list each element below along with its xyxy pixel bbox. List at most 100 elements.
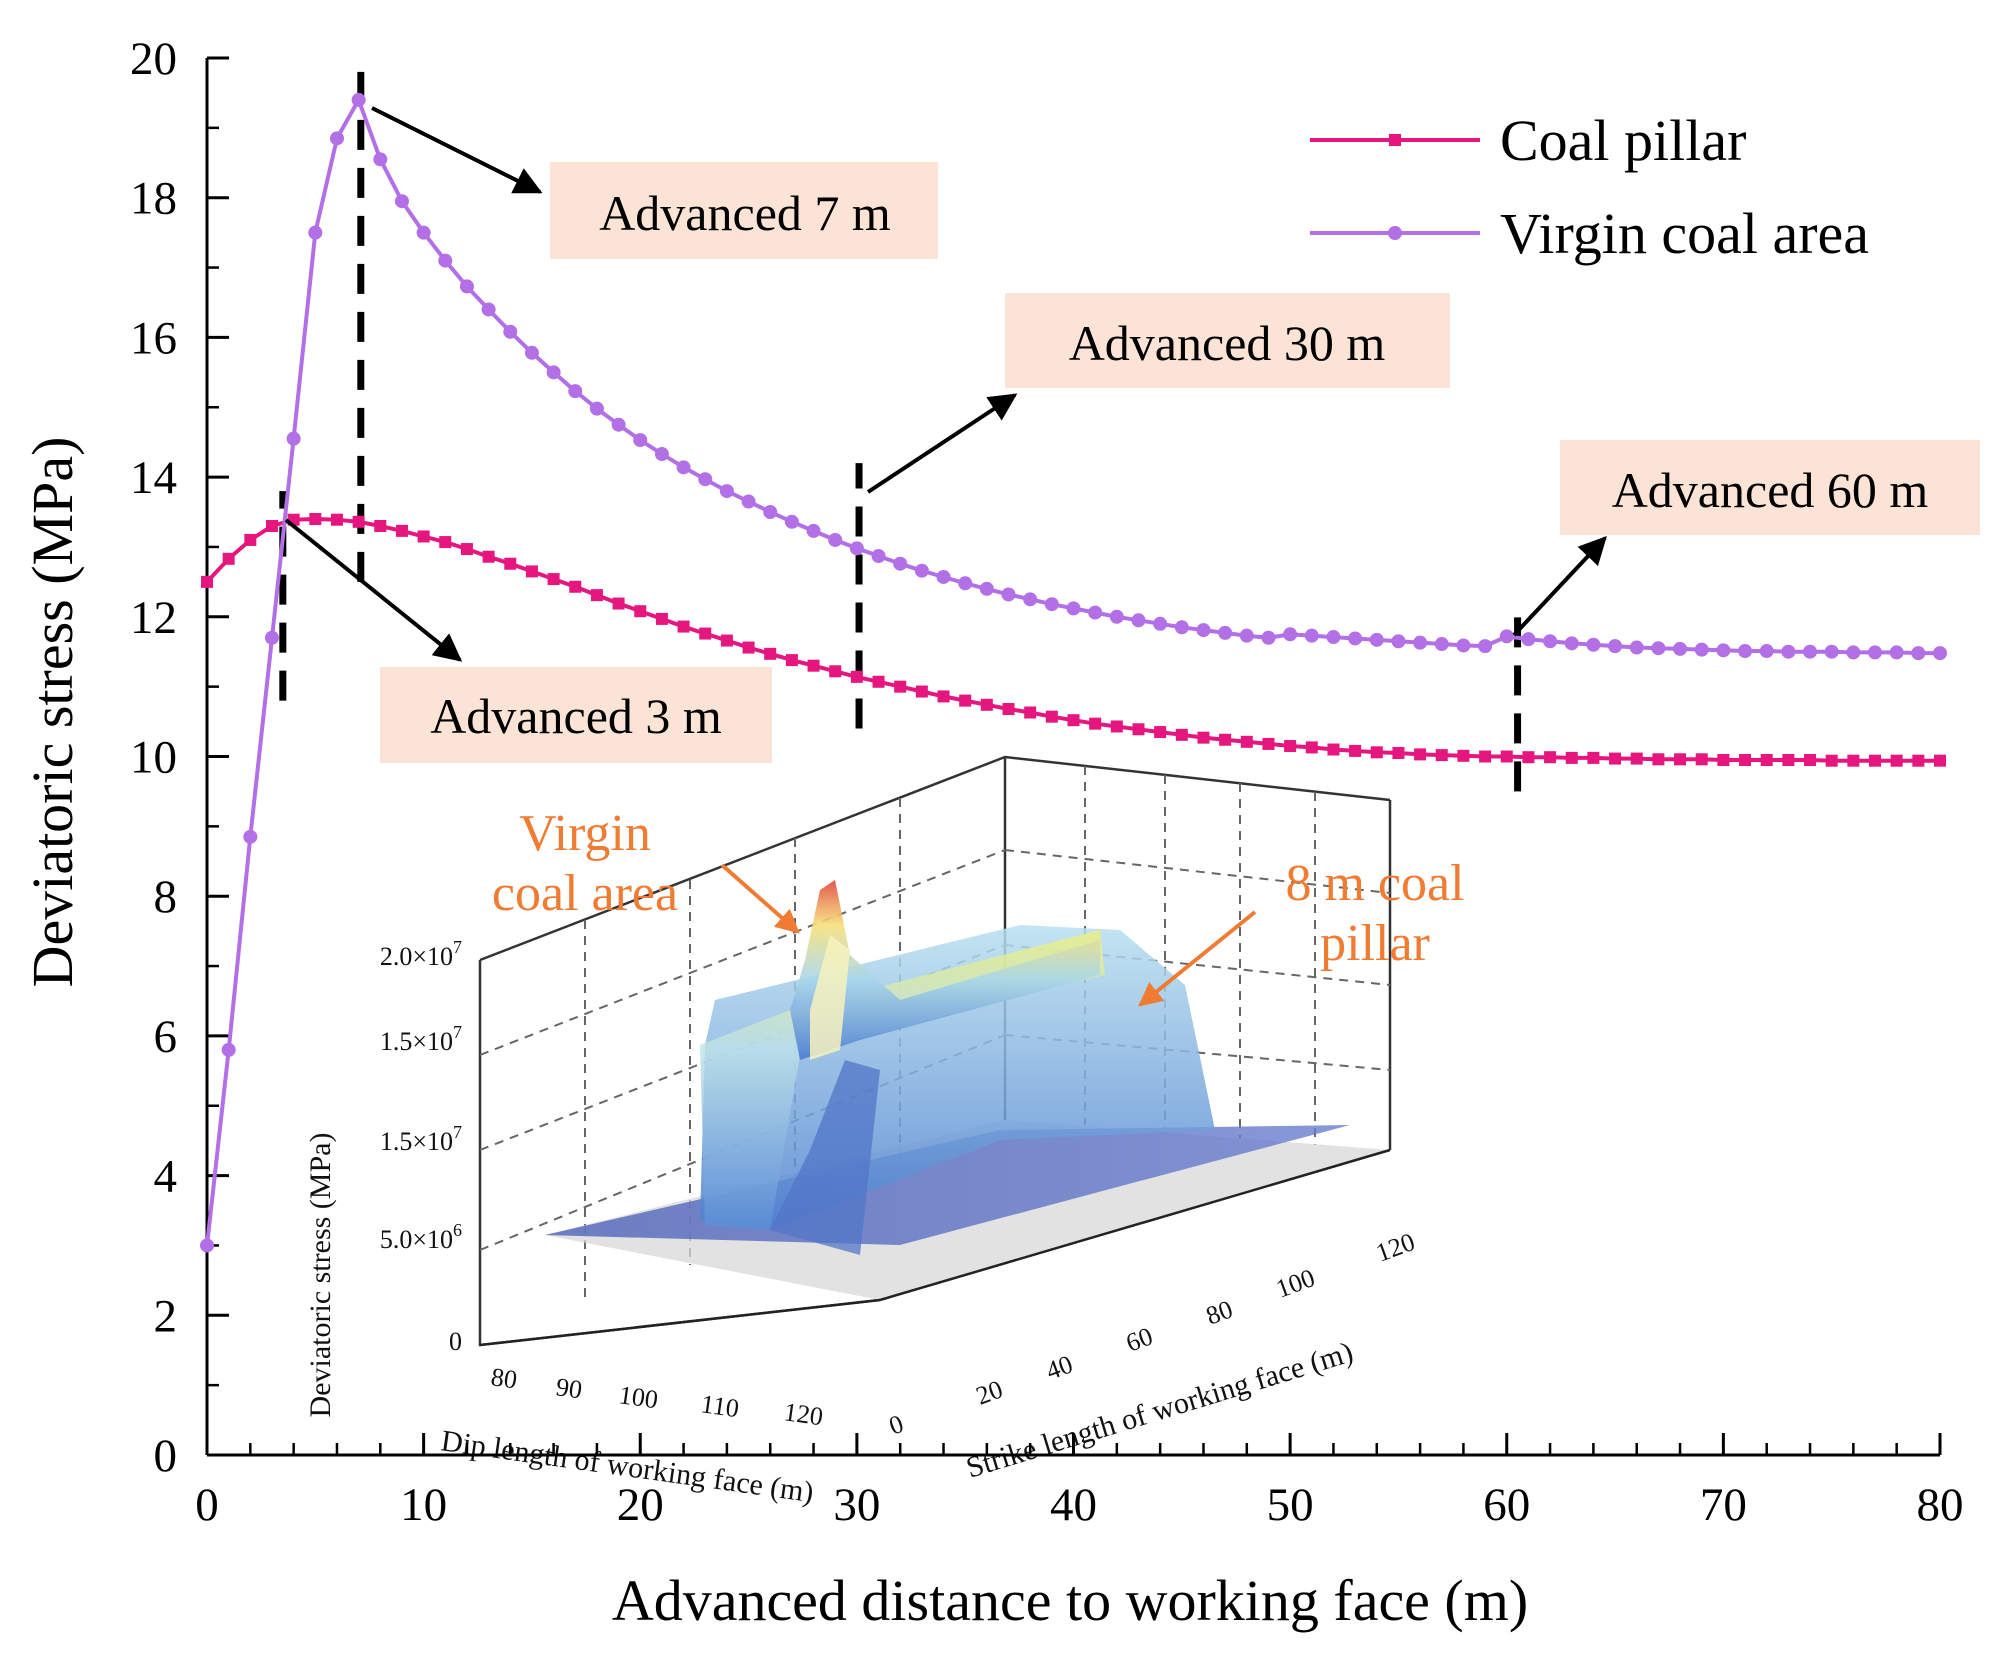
- data-point-coal-pillar: [1414, 748, 1427, 761]
- inset-strike-tick: 40: [1042, 1349, 1076, 1385]
- data-point-coal-pillar: [959, 694, 972, 707]
- data-point-coal-pillar: [504, 557, 517, 570]
- data-point-virgin-coal-area: [1846, 645, 1861, 660]
- data-point-coal-pillar: [1197, 731, 1210, 744]
- annotation-arrow-3m: [284, 518, 463, 662]
- data-point-coal-pillar: [634, 605, 647, 618]
- data-point-virgin-coal-area: [1499, 629, 1514, 644]
- data-point-virgin-coal-area: [1759, 644, 1774, 659]
- data-point-virgin-coal-area: [654, 447, 669, 462]
- inset-strike-label: Strike length of working face (m): [962, 1335, 1356, 1484]
- data-point-coal-pillar: [1912, 754, 1925, 767]
- data-point-coal-pillar: [439, 536, 452, 549]
- data-point-virgin-coal-area: [1868, 645, 1883, 660]
- data-point-coal-pillar: [1435, 749, 1448, 762]
- data-point-coal-pillar: [1760, 753, 1773, 766]
- data-point-virgin-coal-area: [416, 225, 431, 240]
- x-tick-label: 20: [617, 1479, 664, 1531]
- data-point-coal-pillar: [1587, 751, 1600, 764]
- inset-z-label: Deviatoric stress (MPa): [304, 1133, 337, 1418]
- data-point-coal-pillar: [1457, 749, 1470, 762]
- inset-annotation-pillar-line2: pillar: [1320, 915, 1430, 972]
- legend: Coal pillar Virgin coal area: [1310, 108, 1869, 266]
- data-point-virgin-coal-area: [1088, 605, 1103, 620]
- inset-arrow-virgin: [720, 863, 800, 934]
- data-point-virgin-coal-area: [1218, 625, 1233, 640]
- data-point-virgin-coal-area: [1478, 639, 1493, 654]
- annotation-arrow-7m: [371, 106, 543, 194]
- data-point-virgin-coal-area: [914, 563, 929, 578]
- data-point-coal-pillar: [1782, 753, 1795, 766]
- data-point-virgin-coal-area: [806, 523, 821, 538]
- data-point-coal-pillar: [1175, 728, 1188, 741]
- data-point-coal-pillar: [980, 698, 993, 711]
- y-tick-label: 6: [154, 1011, 178, 1063]
- x-tick-label: 70: [1700, 1479, 1747, 1531]
- data-point-coal-pillar: [699, 627, 712, 640]
- data-point-virgin-coal-area: [1391, 634, 1406, 649]
- inset-dip-tick: 120: [782, 1397, 825, 1431]
- data-point-coal-pillar: [1717, 753, 1730, 766]
- inset-surface: [545, 880, 1350, 1255]
- data-point-coal-pillar: [1349, 744, 1362, 757]
- data-point-coal-pillar: [677, 620, 690, 633]
- data-point-virgin-coal-area: [611, 417, 626, 432]
- data-point-coal-pillar: [395, 524, 408, 537]
- legend-marker-virgin-coal: [1388, 226, 1402, 240]
- data-point-virgin-coal-area: [1326, 630, 1341, 645]
- data-point-virgin-coal-area: [871, 549, 886, 564]
- data-point-virgin-coal-area: [481, 302, 496, 317]
- data-point-virgin-coal-area: [1781, 644, 1796, 659]
- annotations: Advanced 7 m Advanced 30 m Advanced 60 m…: [284, 106, 1980, 763]
- data-point-coal-pillar: [829, 665, 842, 678]
- data-point-virgin-coal-area: [1239, 628, 1254, 643]
- data-point-virgin-coal-area: [1824, 644, 1839, 659]
- data-point-coal-pillar: [1934, 754, 1946, 767]
- data-point-virgin-coal-area: [524, 345, 539, 360]
- data-point-coal-pillar: [1674, 753, 1687, 766]
- data-point-virgin-coal-area: [958, 576, 973, 591]
- data-point-coal-pillar: [807, 659, 820, 672]
- inset-strike-tick: 120: [1372, 1227, 1419, 1268]
- data-point-coal-pillar: [720, 634, 733, 647]
- data-point-coal-pillar: [1024, 706, 1037, 719]
- y-tick-label: 4: [154, 1151, 178, 1203]
- inset-z-tick: 1.5×107: [380, 1022, 462, 1056]
- data-point-virgin-coal-area: [1434, 637, 1449, 652]
- y-tick-label: 2: [154, 1290, 178, 1342]
- annotation-box-7m: [550, 162, 938, 259]
- data-point-virgin-coal-area: [1803, 644, 1818, 659]
- inset-annotation-virgin-line2: coal area: [492, 865, 678, 922]
- data-point-virgin-coal-area: [1521, 632, 1536, 647]
- data-point-virgin-coal-area: [546, 365, 561, 380]
- y-axis-ticks: 0 2 4 6 8 10 12 14 16 18 20: [130, 33, 229, 1482]
- annotation-3m: Advanced 3 m: [430, 688, 722, 744]
- data-point-coal-pillar: [1609, 752, 1622, 765]
- annotation-arrow-60m: [1512, 535, 1607, 637]
- data-point-virgin-coal-area: [1911, 646, 1926, 661]
- data-point-virgin-coal-area: [1933, 646, 1947, 661]
- data-point-coal-pillar: [460, 543, 473, 556]
- inset-strike-tick: 20: [972, 1374, 1006, 1410]
- annotation-7m: Advanced 7 m: [599, 185, 891, 241]
- data-point-virgin-coal-area: [1109, 609, 1124, 624]
- data-point-coal-pillar: [1305, 741, 1318, 754]
- data-point-coal-pillar: [1825, 754, 1838, 767]
- data-point-virgin-coal-area: [1889, 645, 1904, 660]
- x-tick-label: 40: [1050, 1479, 1097, 1531]
- annotation-box-60m: [1560, 440, 1980, 535]
- data-point-coal-pillar: [1110, 720, 1123, 733]
- data-point-coal-pillar: [1132, 723, 1145, 736]
- data-point-virgin-coal-area: [936, 569, 951, 584]
- data-point-virgin-coal-area: [351, 92, 366, 107]
- data-point-coal-pillar: [894, 680, 907, 693]
- data-point-virgin-coal-area: [221, 1042, 236, 1057]
- data-point-coal-pillar: [244, 533, 257, 546]
- data-point-virgin-coal-area: [893, 556, 908, 571]
- y-tick-label: 12: [130, 592, 177, 644]
- data-point-virgin-coal-area: [1716, 643, 1731, 658]
- data-point-coal-pillar: [872, 675, 885, 688]
- data-point-virgin-coal-area: [1196, 623, 1211, 638]
- data-point-virgin-coal-area: [1044, 597, 1059, 612]
- data-point-virgin-coal-area: [784, 514, 799, 529]
